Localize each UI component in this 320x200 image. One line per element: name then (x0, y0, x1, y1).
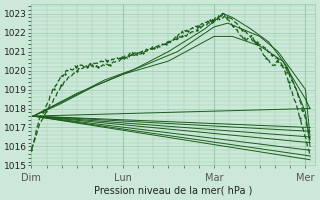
X-axis label: Pression niveau de la mer( hPa ): Pression niveau de la mer( hPa ) (94, 186, 252, 196)
